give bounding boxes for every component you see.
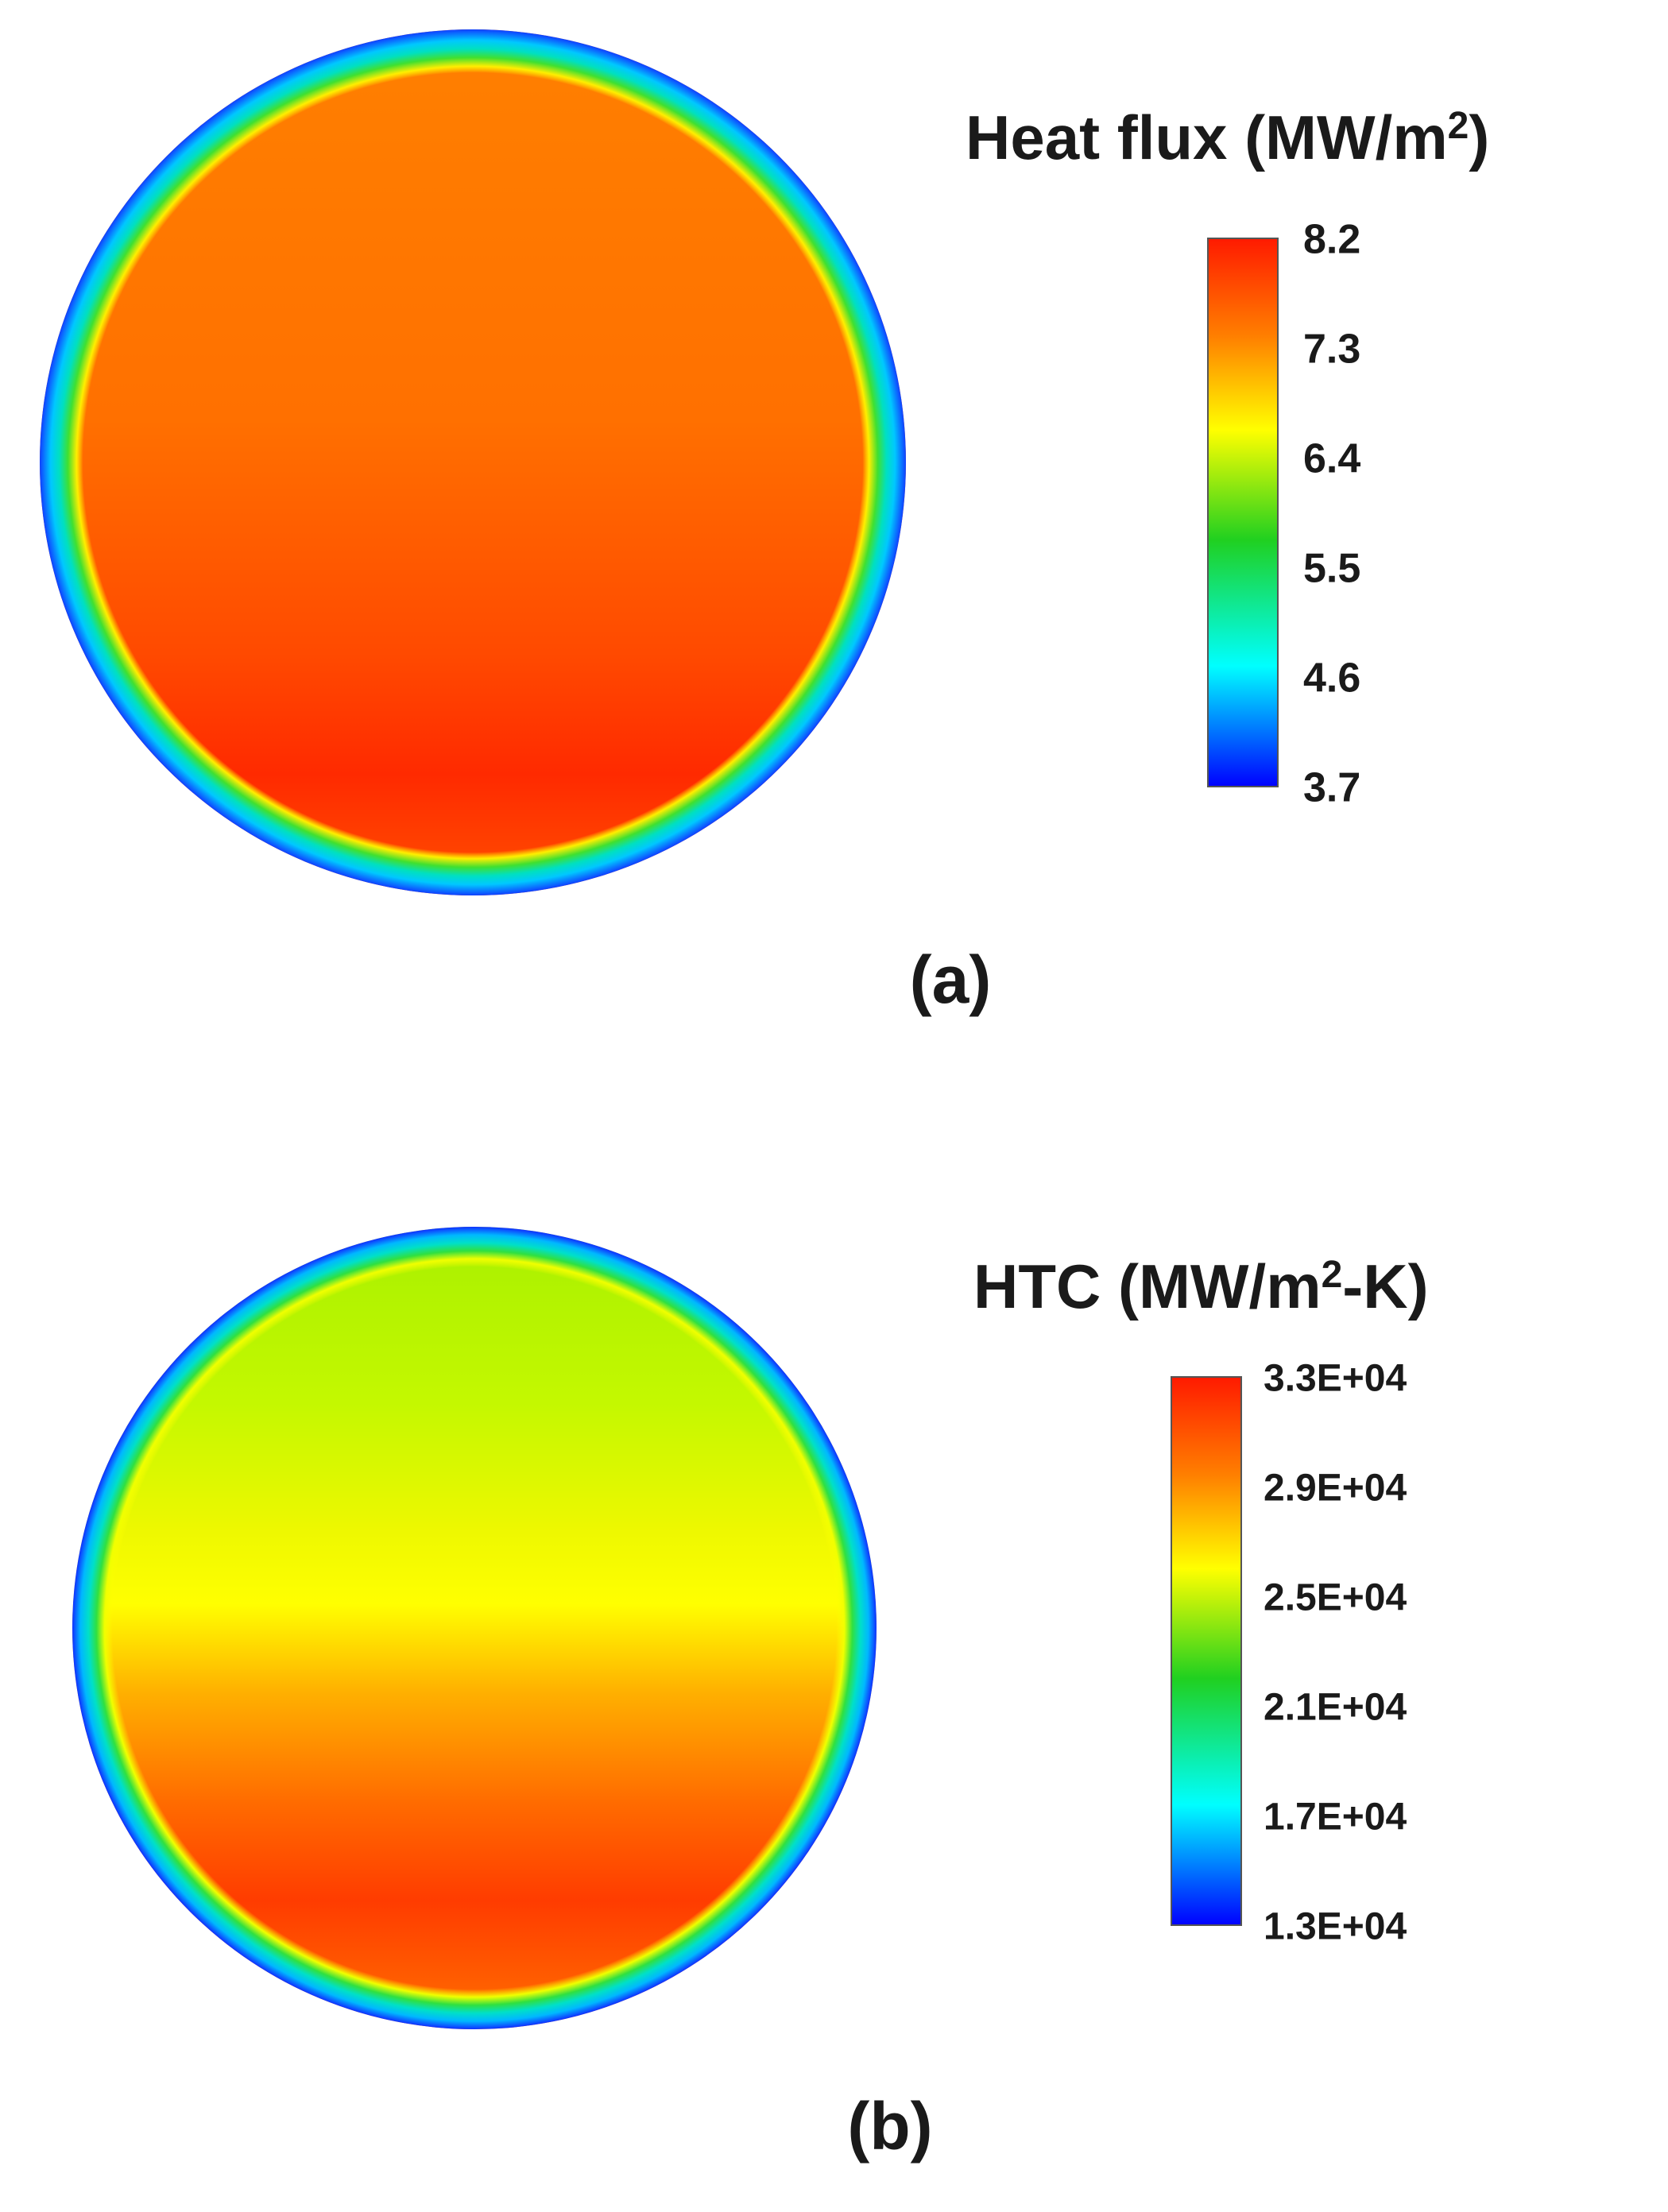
- panel-a: Heat flux (MW/m2) 8.2 7.3 6.4 5.5 4.6 3.7 (a): [40, 29, 1489, 1017]
- panel-label-b: (b): [847, 2089, 932, 2164]
- panel-label-a: (a): [910, 942, 992, 1017]
- htc-tick-label: 2.5E+04: [1264, 1576, 1407, 1618]
- heat-flux-tick-label: 8.2: [1303, 217, 1360, 263]
- htc-colorbar-ticks: 3.3E+04 2.9E+04 2.5E+04 2.1E+04 1.7E+04 1.3E+…: [1264, 1357, 1407, 1947]
- heat-flux-tick-label: 7.3: [1303, 327, 1360, 373]
- heat-flux-legend-title: Heat flux (MW/m2): [966, 102, 1489, 172]
- htc-tick-label: 2.1E+04: [1264, 1686, 1407, 1728]
- heat-flux-tick-label: 3.7: [1303, 765, 1360, 811]
- heat-flux-contour-disk: [40, 29, 906, 895]
- htc-contour-disk: [72, 1227, 877, 2029]
- heat-flux-tick-label: 4.6: [1303, 655, 1360, 702]
- htc-legend-title: HTC (MW/m2-K): [973, 1251, 1429, 1321]
- heat-flux-colorbar-ticks: 8.2 7.3 6.4 5.5 4.6 3.7: [1303, 217, 1360, 811]
- htc-tick-label: 3.3E+04: [1264, 1357, 1407, 1399]
- heat-flux-tick-label: 5.5: [1303, 546, 1360, 592]
- htc-colorbar: [1171, 1376, 1242, 1926]
- heat-flux-tick-label: 6.4: [1303, 436, 1360, 482]
- htc-tick-label: 1.7E+04: [1264, 1796, 1407, 1838]
- htc-tick-label: 2.9E+04: [1264, 1467, 1407, 1509]
- htc-tick-label: 1.3E+04: [1264, 1905, 1407, 1947]
- panel-b: HTC (MW/m2-K) 3.3E+04 2.9E+04 2.5E+04 2.1E+…: [72, 1227, 1429, 2164]
- heat-flux-colorbar: [1207, 238, 1279, 787]
- htc-disk-rim: [72, 1227, 877, 2029]
- heat-flux-disk-rim: [40, 29, 906, 895]
